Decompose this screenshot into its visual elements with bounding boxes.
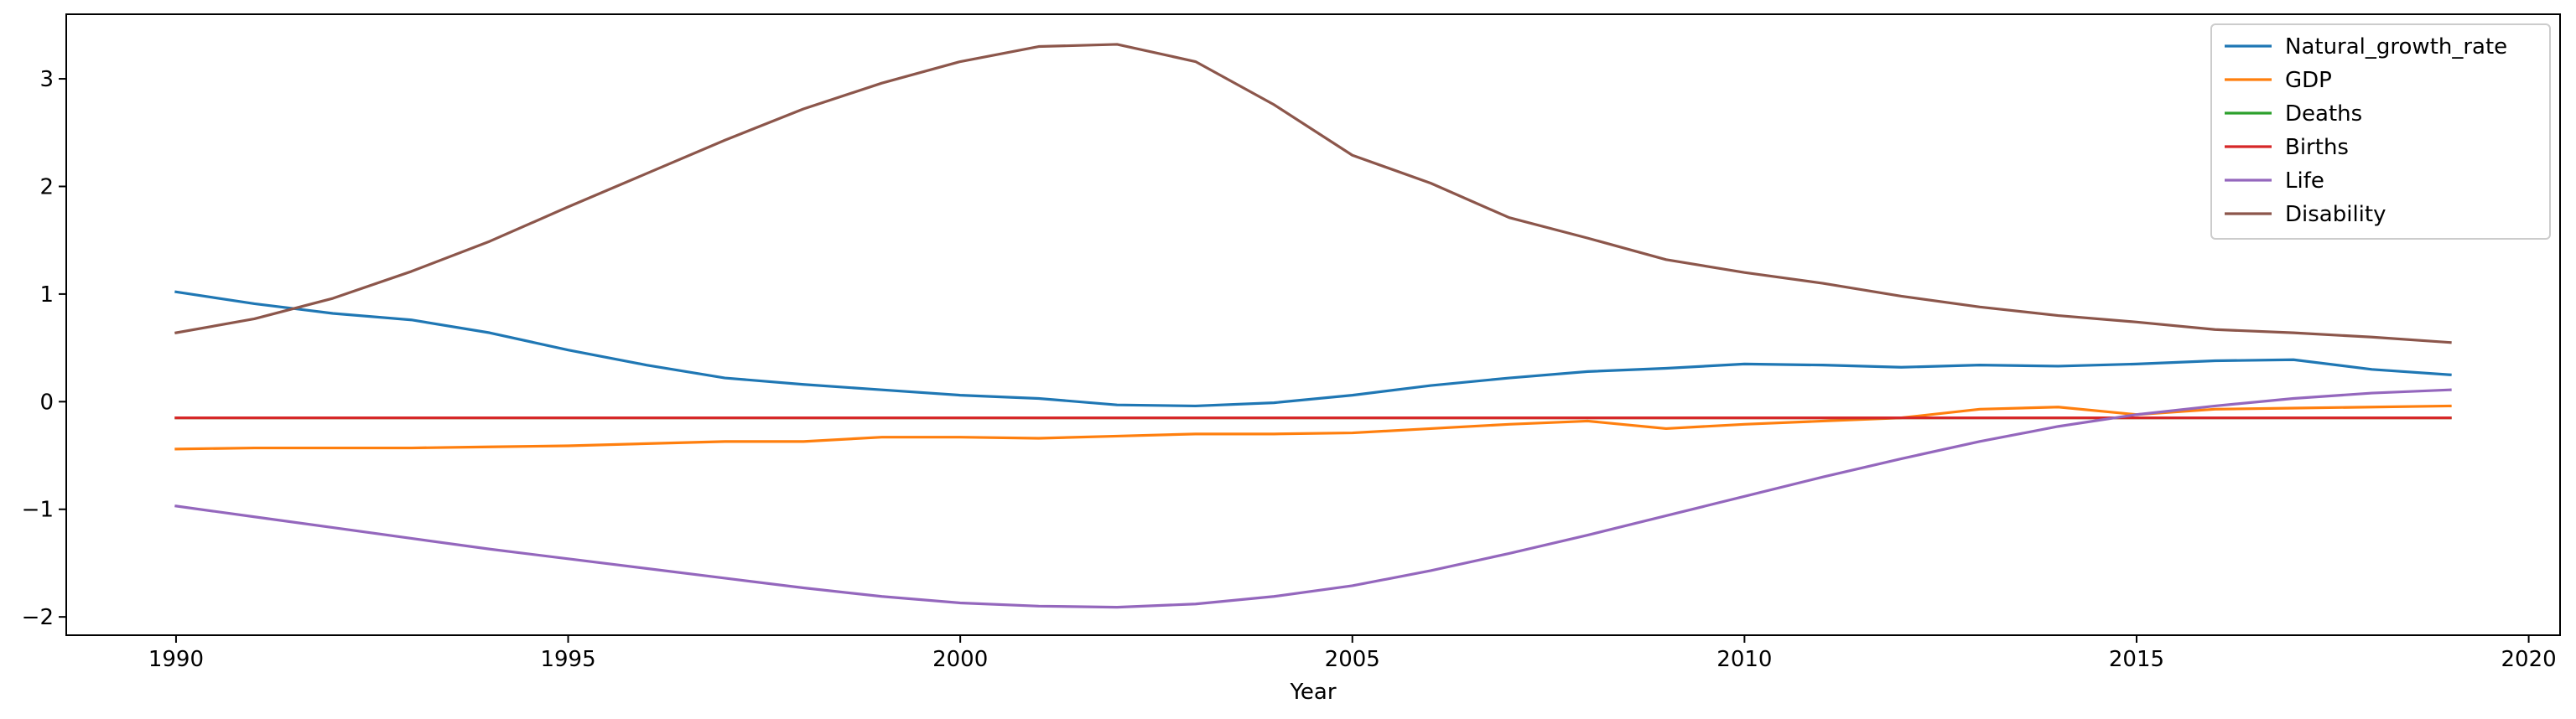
series-line-gdp	[174, 404, 2452, 451]
series-layer	[174, 43, 2452, 609]
y-tick-label: 0	[39, 390, 54, 415]
x-tick-label: 1995	[540, 647, 595, 672]
legend: Natural_growth_rate GDP Deaths Births Life Di…	[2210, 23, 2551, 240]
series-line-natural-growth-rate	[174, 290, 2452, 408]
y-axis: −2 −1 0 1 2 3	[22, 67, 66, 630]
legend-box	[2210, 23, 2551, 240]
x-axis: 1990 1995 2000 2005 2010 2015 2020	[148, 635, 2557, 672]
x-tick-label: 2010	[1716, 647, 1772, 672]
y-tick-label: −1	[22, 498, 54, 523]
legend-label: Births	[2285, 135, 2349, 160]
legend-label: Life	[2285, 168, 2324, 194]
x-tick-label: 1990	[148, 647, 204, 672]
y-tick-label: 1	[39, 282, 54, 308]
x-axis-label: Year	[1289, 680, 1336, 705]
x-tick-label: 2020	[2501, 647, 2557, 672]
y-tick-label: 2	[39, 174, 54, 199]
legend-label: Natural_growth_rate	[2285, 34, 2507, 59]
series-line-disability	[174, 43, 2452, 344]
series-line-life	[174, 388, 2452, 609]
x-tick-label: 2015	[2109, 647, 2164, 672]
y-tick-label: 3	[39, 67, 54, 92]
plot-frame	[65, 13, 2561, 636]
legend-label: Disability	[2285, 202, 2386, 227]
legend-label: GDP	[2285, 68, 2332, 93]
x-tick-label: 2000	[932, 647, 988, 672]
y-tick-label: −2	[22, 605, 54, 630]
legend-label: Deaths	[2285, 101, 2362, 127]
x-tick-label: 2005	[1325, 647, 1380, 672]
